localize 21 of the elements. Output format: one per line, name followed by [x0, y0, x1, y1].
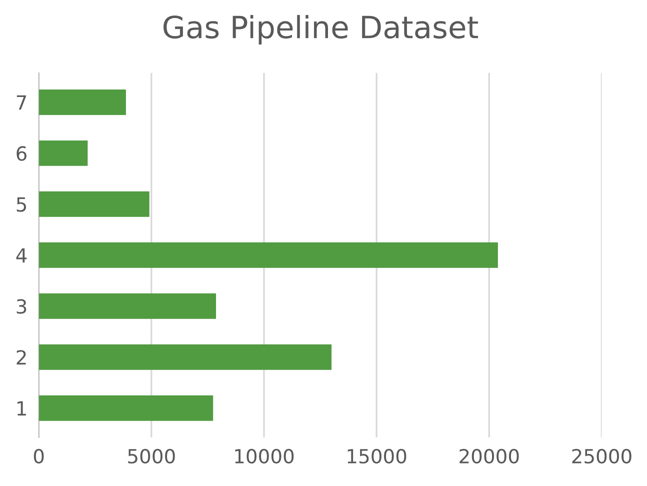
- x-tick-label: 5000: [128, 448, 175, 464]
- bar: [38, 242, 498, 268]
- bar: [38, 191, 150, 217]
- y-tick-label: 1: [17, 401, 26, 416]
- x-tick-label: 10000: [235, 448, 294, 464]
- y-tick-label: 7: [16, 95, 26, 110]
- x-tick-label: 0: [34, 448, 44, 464]
- bar: [38, 89, 126, 115]
- x-tick-label: 20000: [460, 448, 519, 464]
- bar: [38, 140, 88, 166]
- y-tick-label: 2: [16, 350, 26, 364]
- chart-title: Gas Pipeline Dataset: [164, 14, 478, 45]
- x-tick-label: 25000: [572, 448, 632, 464]
- y-tick-label: 5: [16, 197, 26, 212]
- x-tick-label: 15000: [348, 448, 406, 464]
- bar: [38, 293, 216, 319]
- bar: [38, 395, 214, 421]
- y-tick-label: 6: [16, 146, 26, 161]
- y-tick-label: 4: [16, 248, 27, 263]
- y-tick-label: 3: [16, 299, 26, 314]
- bar: [38, 344, 332, 370]
